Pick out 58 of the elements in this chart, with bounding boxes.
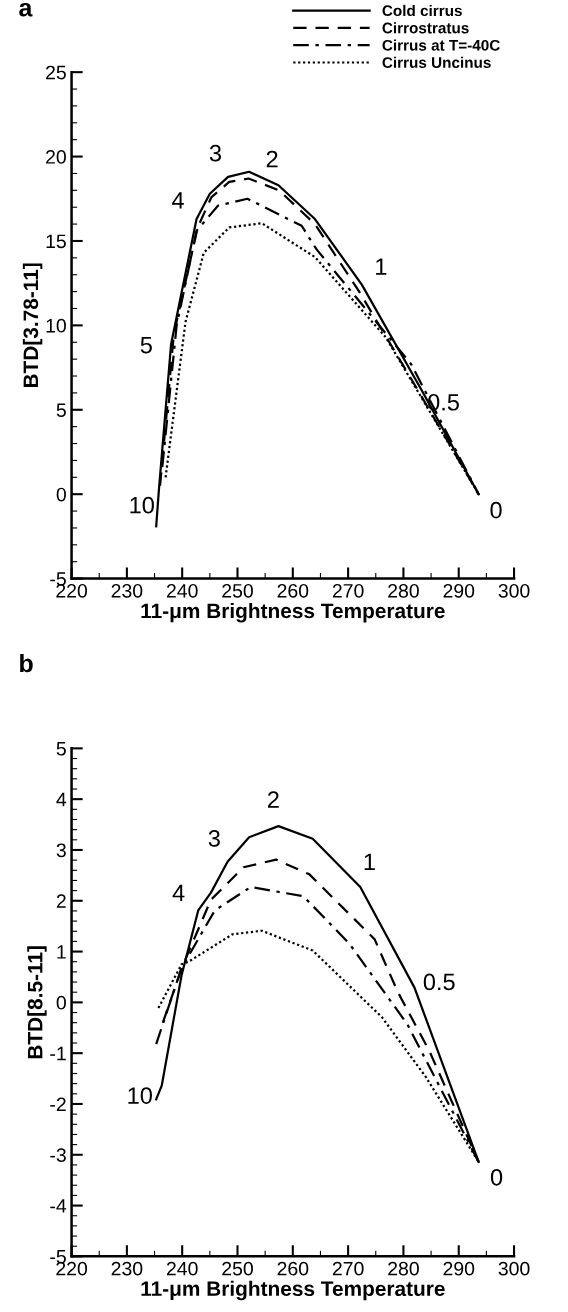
annotation: 3 <box>208 830 220 847</box>
x-tick-label: 270 <box>332 1261 364 1276</box>
annotation: 10 <box>130 496 154 514</box>
y-tick-label: 25 <box>46 65 66 80</box>
x-tick-label: 290 <box>443 1261 475 1276</box>
legend-label: Cirrus at T=-40C <box>382 39 500 51</box>
y-tick-label: 2 <box>56 894 66 908</box>
x-tick-label: 280 <box>388 1261 419 1276</box>
annotation: 0 <box>490 1168 503 1186</box>
x-tick-label: 250 <box>222 583 253 598</box>
x-tick-label: 240 <box>166 583 198 598</box>
annotation: 0 <box>490 501 502 519</box>
y-axis-title: BTD[8.5-11] <box>27 946 47 1059</box>
y-tick-label: 10 <box>46 318 66 333</box>
x-tick-label: 300 <box>498 1261 530 1276</box>
y-tick-label: -3 <box>50 1148 66 1163</box>
annotation: 4 <box>172 884 185 902</box>
y-tick-label: 20 <box>46 150 66 164</box>
y-tick-label: 5 <box>56 403 66 418</box>
annotation: 0.5 <box>423 973 455 991</box>
x-tick-label: 220 <box>56 583 88 598</box>
annotation: 1 <box>364 853 375 870</box>
x-tick-label: 260 <box>277 1261 309 1276</box>
chart-title: b <box>20 653 33 673</box>
x-tick-label: 240 <box>166 1261 198 1276</box>
y-tick-label: 1 <box>57 945 66 959</box>
x-tick-label: 270 <box>332 583 364 598</box>
y-tick-label: 0 <box>56 995 66 1010</box>
x-tick-label: 250 <box>222 1261 253 1276</box>
y-axis-title: BTD[3.78-11] <box>22 263 43 388</box>
legend-label: Cirrostratus <box>382 22 469 34</box>
x-tick-label: 230 <box>111 583 143 598</box>
x-tick-label: 230 <box>111 1261 143 1276</box>
chart-title: a <box>19 2 33 17</box>
annotation: 1 <box>376 258 387 275</box>
legend-label: Cold cirrus <box>382 4 462 17</box>
x-tick-label: 300 <box>498 583 530 598</box>
x-tick-label: 280 <box>388 583 419 598</box>
annotation: 2 <box>266 150 278 168</box>
x-axis-title: 11-μm Brightness Temperature <box>141 1280 445 1301</box>
annotation: 5 <box>140 337 152 354</box>
y-tick-label: 4 <box>56 792 67 807</box>
x-axis-title: 11-μm Brightness Temperature <box>141 602 445 623</box>
y-tick-label: -4 <box>50 1199 67 1213</box>
x-tick-label: 290 <box>443 583 475 598</box>
y-tick-label: -1 <box>50 1046 66 1061</box>
x-tick-label: 260 <box>277 583 309 598</box>
annotation: 10 <box>128 1087 152 1104</box>
legend-label: Cirrus Uncinus <box>382 56 491 68</box>
annotation: 4 <box>171 192 184 209</box>
y-tick-label: 15 <box>46 234 66 249</box>
y-tick-label: -2 <box>50 1097 66 1112</box>
y-tick-label: 5 <box>56 742 66 756</box>
annotation: 3 <box>209 144 221 162</box>
y-tick-label: 3 <box>56 843 66 858</box>
y-tick-label: 0 <box>56 487 66 502</box>
annotation: 2 <box>267 791 279 808</box>
y-tick-label: -5 <box>50 572 66 586</box>
